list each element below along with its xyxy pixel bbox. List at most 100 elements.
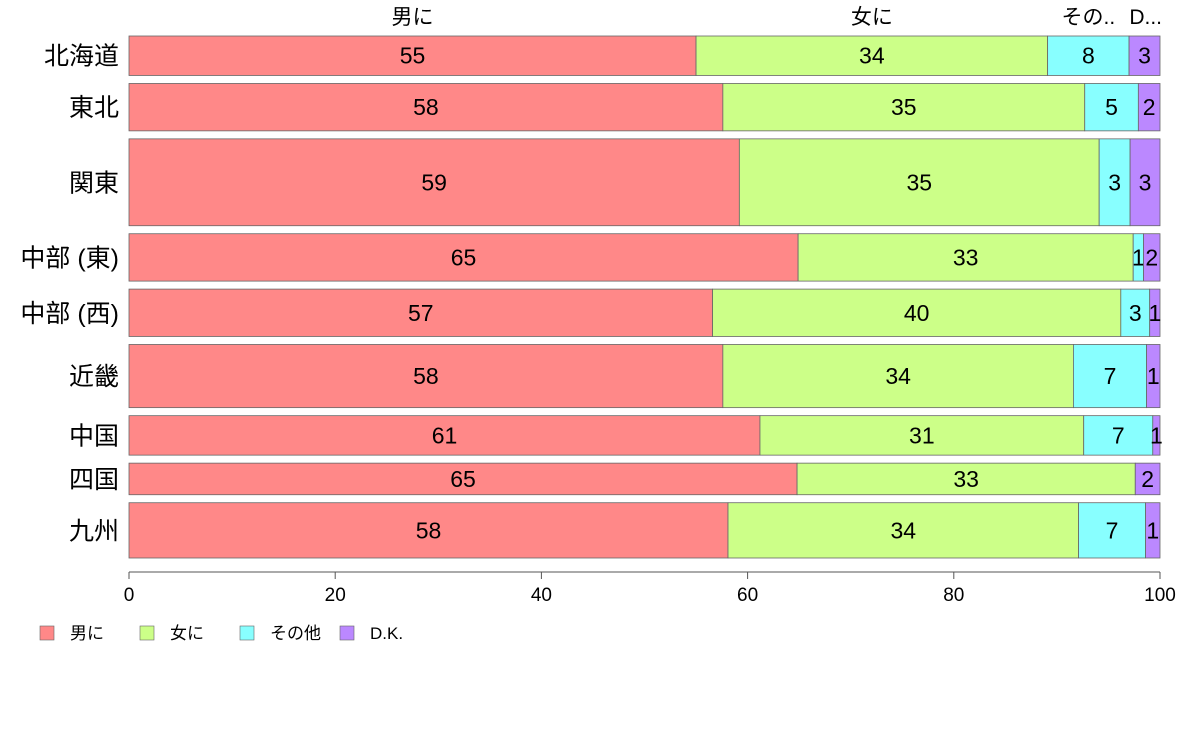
category-label: 東北 xyxy=(69,94,119,122)
bar-segment xyxy=(1073,344,1148,409)
bar-segment xyxy=(128,502,729,559)
category-label: 関東 xyxy=(69,169,119,197)
data-label: 57 xyxy=(408,300,434,326)
legend-label: 男に xyxy=(70,624,104,643)
data-label: 3 xyxy=(1108,169,1121,195)
bar-segment xyxy=(128,83,724,132)
legend-swatch xyxy=(139,625,155,641)
bar-segment xyxy=(1137,83,1161,132)
bar-segment xyxy=(128,35,697,76)
data-label: 31 xyxy=(909,422,935,448)
x-axis: 0 20 40 60 80 100 xyxy=(124,571,1176,606)
bar-segment xyxy=(1149,288,1161,337)
data-label: 1 xyxy=(1147,363,1160,389)
bar-segment xyxy=(1078,502,1146,559)
legend: 男に 女に その他 D.K. xyxy=(39,624,403,643)
column-header: その.. xyxy=(1062,6,1116,29)
data-label: 3 xyxy=(1129,300,1142,326)
data-label: 34 xyxy=(859,43,885,69)
bar-segment xyxy=(1145,502,1161,559)
bar-segment xyxy=(796,462,1136,496)
data-label: 35 xyxy=(891,94,917,120)
bar-segment xyxy=(722,344,1074,409)
data-label: 1 xyxy=(1132,244,1145,270)
bar-segment xyxy=(128,233,799,282)
x-tick-label: 80 xyxy=(943,585,964,606)
data-label: 33 xyxy=(953,466,979,492)
data-label: 35 xyxy=(906,169,932,195)
data-label: 2 xyxy=(1141,466,1154,492)
data-label: 2 xyxy=(1143,94,1156,120)
category-label: 九州 xyxy=(69,517,119,545)
bar-segment xyxy=(128,462,798,496)
bars-group: 55 34 8 358 35 5 259 35 3 365 33 1 257 40 3 158 34 7 161 31… xyxy=(128,35,1163,559)
data-label: 58 xyxy=(416,517,442,543)
data-label: 40 xyxy=(904,300,930,326)
column-header: D... xyxy=(1129,6,1162,29)
category-label: 北海道 xyxy=(44,43,119,71)
x-tick-label: 40 xyxy=(531,585,552,606)
bar-segment xyxy=(1146,344,1161,409)
legend-label: D.K. xyxy=(370,624,403,643)
data-label: 34 xyxy=(890,517,916,543)
bar-segment xyxy=(712,288,1122,337)
data-label: 1 xyxy=(1146,517,1159,543)
data-label: 33 xyxy=(953,244,979,270)
x-tick-label: 100 xyxy=(1144,585,1176,606)
column-headers: 男に 女に その.. D... xyxy=(392,6,1162,29)
legend-label: その他 xyxy=(270,624,321,643)
category-label: 中部 (西) xyxy=(20,300,119,328)
category-label: 中国 xyxy=(69,422,119,450)
data-label: 1 xyxy=(1150,422,1163,448)
bar-segment xyxy=(797,233,1134,282)
data-label: 55 xyxy=(400,43,426,69)
bar-segment xyxy=(1129,138,1161,227)
legend-swatch xyxy=(239,625,255,641)
category-label: 近畿 xyxy=(69,363,119,391)
bar-segment xyxy=(1047,35,1130,76)
bar-segment xyxy=(128,288,713,337)
bar-segment xyxy=(1083,415,1154,456)
data-label: 7 xyxy=(1112,422,1125,448)
x-tick-label: 20 xyxy=(325,585,346,606)
x-tick-label: 60 xyxy=(737,585,758,606)
data-label: 59 xyxy=(421,169,447,195)
data-label: 58 xyxy=(413,363,439,389)
bar-segment xyxy=(1084,83,1139,132)
bar-segment xyxy=(1143,233,1161,282)
data-label: 58 xyxy=(413,94,439,120)
bar-segment xyxy=(727,502,1079,559)
bar-segment xyxy=(1128,35,1161,76)
bar-segment xyxy=(1098,138,1131,227)
column-header: 男に xyxy=(392,6,434,29)
data-label: 61 xyxy=(432,422,458,448)
data-label: 65 xyxy=(450,466,476,492)
bar-segment xyxy=(1152,415,1161,456)
column-header: 女に xyxy=(851,6,893,29)
category-label: 四国 xyxy=(69,466,119,494)
data-label: 8 xyxy=(1082,43,1095,69)
x-tick-label: 0 xyxy=(124,585,135,606)
data-label: 34 xyxy=(885,363,911,389)
bar-segment xyxy=(1120,288,1151,337)
bar-segment xyxy=(759,415,1085,456)
data-label: 3 xyxy=(1139,169,1152,195)
data-label: 65 xyxy=(451,244,477,270)
data-label: 7 xyxy=(1106,517,1119,543)
data-label: 3 xyxy=(1138,43,1151,69)
category-label: 中部 (東) xyxy=(20,244,119,272)
legend-swatch xyxy=(39,625,55,641)
legend-label: 女に xyxy=(170,624,204,643)
bar-segment xyxy=(695,35,1049,76)
data-label: 5 xyxy=(1105,94,1118,120)
data-label: 2 xyxy=(1145,244,1158,270)
bar-segment xyxy=(722,83,1086,132)
data-label: 7 xyxy=(1104,363,1117,389)
bar-segment xyxy=(128,344,724,409)
data-label: 1 xyxy=(1148,300,1161,326)
bar-segment xyxy=(1134,462,1161,496)
bar-segment xyxy=(128,138,740,227)
